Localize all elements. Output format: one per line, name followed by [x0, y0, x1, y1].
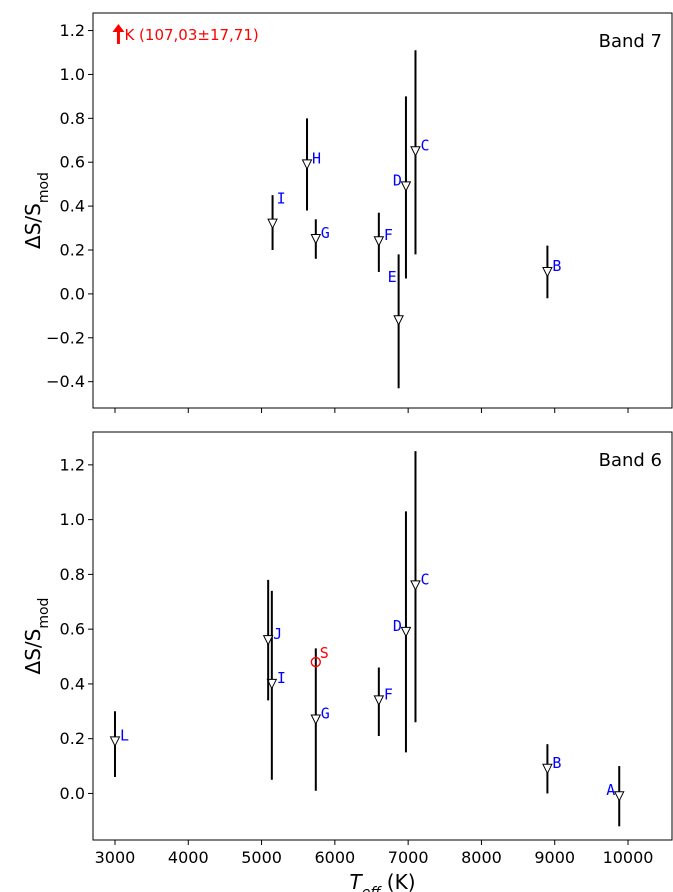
y-tick-label: 1.0	[60, 510, 85, 529]
panel-band-6: Band 6 ΔS/Smod 0.0 0.2 0.4 0.6 0.8 1.0 1.2 3000…	[21, 431, 673, 867]
x-tick-label: 4000	[168, 848, 209, 867]
point-d-label: D	[393, 617, 402, 635]
panel-band-6-y-axis-label: ΔS/Smod	[21, 598, 52, 675]
y-tick-label: 1.2	[60, 455, 85, 474]
point-f-marker	[373, 695, 385, 706]
y-tick-label: 0.2	[60, 241, 85, 260]
point-f-label: F	[384, 226, 393, 244]
x-tick-label: 9000	[534, 848, 575, 867]
y-axis-subscript: mod	[36, 598, 52, 629]
point-e-marker	[393, 315, 404, 326]
point-d-label: D	[393, 171, 402, 189]
point-l-marker	[109, 736, 121, 748]
offscale-arrow-head	[112, 23, 125, 32]
x-axis-label: Teff (K)	[349, 870, 415, 892]
point-g-label: G	[321, 705, 330, 723]
x-tick-label: 10000	[603, 848, 654, 867]
point-i-label: I	[277, 669, 286, 687]
panel-band-7: Band 7 ΔS/Smod −0.4 −0.2 0.0 0.2 0.4 0.6 0.8 1.…	[21, 12, 673, 413]
y-tick-label: 0.2	[60, 729, 85, 748]
point-c-label: C	[420, 136, 429, 154]
point-d-marker	[400, 181, 412, 192]
x-axis-subscript: eff	[362, 885, 383, 892]
point-c-label: C	[420, 570, 429, 588]
point-l-label: L	[120, 726, 129, 744]
y-tick-label: −0.4	[46, 372, 85, 391]
plot-frame	[92, 431, 673, 841]
offscale-annotation-text: K (107,03±17,71)	[124, 26, 258, 44]
x-tick-label: 6000	[315, 848, 356, 867]
point-a-marker	[613, 791, 625, 802]
y-tick-label: 0.8	[60, 109, 85, 128]
point-b-marker	[542, 763, 553, 775]
x-tick-label: 3000	[95, 848, 136, 867]
point-i-label: I	[277, 190, 286, 208]
x-tick-label: 5000	[241, 848, 282, 867]
point-a-label: A	[606, 781, 615, 799]
point-g-marker	[310, 714, 322, 726]
point-h-marker	[301, 159, 313, 171]
point-b-label: B	[552, 754, 561, 772]
y-tick-label: 1.0	[60, 65, 85, 84]
point-i-marker	[266, 678, 278, 690]
point-e-label: E	[388, 268, 397, 286]
panel-band-6-label: Band 6	[599, 450, 662, 471]
panel-band-7-y-axis-label: ΔS/Smod	[21, 172, 52, 249]
y-tick-label: 0.4	[60, 674, 85, 693]
y-tick-label: 0.6	[60, 153, 85, 172]
y-tick-label: 1.2	[60, 21, 85, 40]
point-i-marker	[267, 218, 278, 230]
point-c-marker	[410, 580, 421, 591]
point-s-marker	[310, 656, 322, 668]
point-d-marker	[400, 626, 412, 638]
y-tick-label: 0.0	[60, 784, 85, 803]
point-b-marker	[542, 266, 553, 278]
y-tick-label: 0.6	[60, 620, 85, 639]
y-tick-label: −0.2	[46, 328, 85, 347]
point-s-label: S	[320, 644, 329, 662]
point-j-label: J	[273, 625, 282, 643]
x-tick-label: 8000	[461, 848, 502, 867]
point-c-marker	[410, 146, 421, 157]
y-axis-subscript: mod	[36, 172, 52, 203]
point-j-marker	[262, 635, 274, 646]
y-tick-label: 0.4	[60, 197, 85, 216]
panel-band-7-label: Band 7	[599, 31, 662, 52]
y-tick-label: 0.8	[60, 565, 85, 584]
x-tick-label: 7000	[388, 848, 429, 867]
point-b-label: B	[552, 257, 561, 275]
plot-frame	[92, 12, 673, 409]
point-g-marker	[310, 234, 322, 245]
point-f-label: F	[384, 685, 393, 703]
point-g-label: G	[321, 224, 330, 242]
point-h-label: H	[312, 149, 321, 167]
y-tick-label: 0.0	[60, 284, 85, 303]
point-f-marker	[373, 236, 385, 247]
